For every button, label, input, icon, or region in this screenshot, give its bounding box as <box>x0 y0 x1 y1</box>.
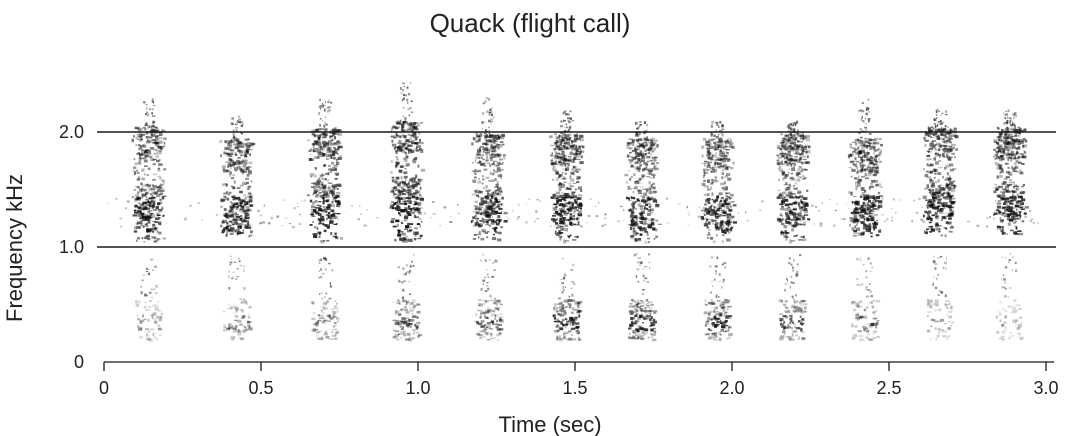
y-axis-label: Frequency kHz <box>2 174 27 322</box>
call-mark-11 <box>922 109 959 341</box>
call-mark-4 <box>389 82 426 342</box>
reference-lines <box>97 131 1056 248</box>
call-mark-12 <box>993 109 1029 342</box>
call-mark-10 <box>847 99 884 342</box>
x-tick-label-4: 2.0 <box>719 378 744 398</box>
noise-marks <box>106 197 1039 229</box>
call-mark-5 <box>470 97 508 341</box>
x-tick-label-0: 0 <box>99 378 109 398</box>
call-mark-8 <box>700 120 737 342</box>
y-tick-label-0: 0 <box>74 352 84 372</box>
call-mark-3 <box>307 98 344 341</box>
chart-title: Quack (flight call) <box>430 8 631 38</box>
y-tick-label-2: 2.0 <box>59 122 84 142</box>
axes: 0 0.5 1.0 1.5 2.0 2.5 3.0 0 1.0 2.0 <box>59 122 1059 398</box>
call-mark-1 <box>131 98 167 342</box>
call-mark-9 <box>776 120 811 341</box>
x-tick-label-2: 1.0 <box>405 378 430 398</box>
call-mark-2 <box>219 115 256 341</box>
x-tick-label-6: 3.0 <box>1033 378 1058 398</box>
x-tick-label-5: 2.5 <box>876 378 901 398</box>
call-mark-6 <box>549 110 585 342</box>
x-axis-label: Time (sec) <box>498 412 601 436</box>
x-tick-label-3: 1.5 <box>562 378 587 398</box>
x-tick-label-1: 0.5 <box>248 378 273 398</box>
call-mark-7 <box>624 121 662 342</box>
y-tick-label-1: 1.0 <box>59 237 84 257</box>
spectrogram-marks <box>106 82 1039 342</box>
